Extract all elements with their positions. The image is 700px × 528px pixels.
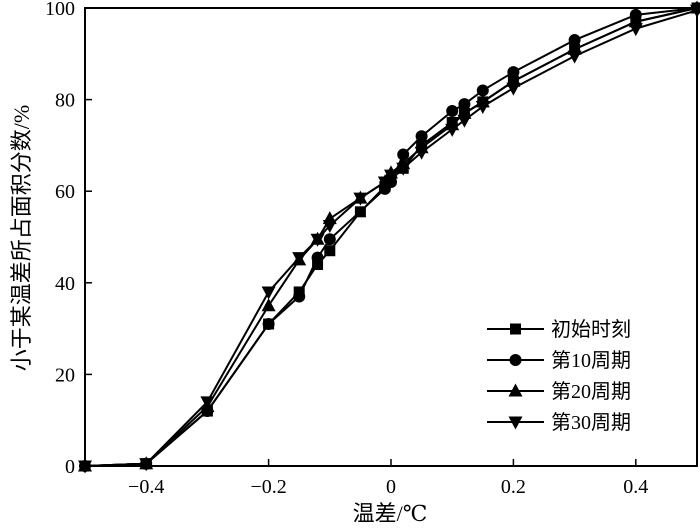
legend-label: 第10周期 [551, 349, 631, 372]
data-point [397, 148, 410, 161]
data-point [384, 169, 398, 183]
legend-marker [508, 383, 523, 397]
data-point [414, 146, 429, 160]
data-point [396, 162, 411, 176]
x-tick-label: 0.2 [501, 476, 526, 498]
data-point [445, 123, 460, 137]
x-tick-label: 0 [386, 476, 396, 498]
legend-marker [510, 323, 521, 335]
series-markers [78, 0, 700, 474]
data-point [458, 98, 471, 111]
data-point [354, 206, 366, 218]
y-tick-label: 60 [55, 181, 75, 203]
data-point [353, 192, 368, 206]
data-point [415, 130, 428, 143]
data-point [311, 251, 324, 264]
x-tick-label: 0.4 [623, 476, 648, 498]
data-point [457, 114, 472, 128]
legend-label: 第30周期 [551, 411, 631, 434]
data-point [322, 220, 337, 234]
data-point [292, 252, 307, 266]
legend-marker [509, 354, 522, 366]
data-point [507, 66, 520, 79]
data-point [446, 105, 459, 118]
data-point [262, 318, 275, 331]
data-point [377, 176, 392, 190]
y-tick-label: 20 [55, 364, 75, 386]
y-tick-label: 100 [45, 0, 75, 20]
y-axis-title: 小于某温差所占面积分数/% [9, 105, 34, 371]
data-point [628, 23, 643, 37]
legend-marker [508, 416, 523, 430]
axis-ticks: −0.4 −0.2 0 0.2 0.4 0 20 40 60 80 100 [45, 0, 648, 498]
y-tick-label: 0 [65, 456, 75, 478]
data-point [323, 233, 336, 246]
data-point [261, 298, 276, 312]
x-tick-label: −0.2 [250, 476, 286, 498]
data-point [324, 245, 336, 257]
data-point [310, 233, 325, 247]
data-point [475, 100, 490, 114]
data-point [690, 4, 700, 18]
data-point [312, 258, 324, 270]
y-tick-label: 80 [55, 90, 75, 112]
data-point [78, 460, 92, 474]
data-point [476, 84, 489, 97]
data-point [261, 286, 276, 300]
data-point [568, 34, 581, 47]
data-point [200, 396, 215, 410]
data-point [293, 290, 306, 303]
data-point [567, 50, 582, 64]
x-tick-label: −0.4 [128, 476, 164, 498]
legend-label: 第20周期 [551, 380, 631, 403]
data-point [506, 82, 521, 96]
y-tick-label: 40 [55, 273, 75, 295]
x-axis-title: 温差/℃ [353, 501, 428, 526]
legend-label: 初始时刻 [551, 318, 631, 341]
data-point [139, 458, 154, 472]
